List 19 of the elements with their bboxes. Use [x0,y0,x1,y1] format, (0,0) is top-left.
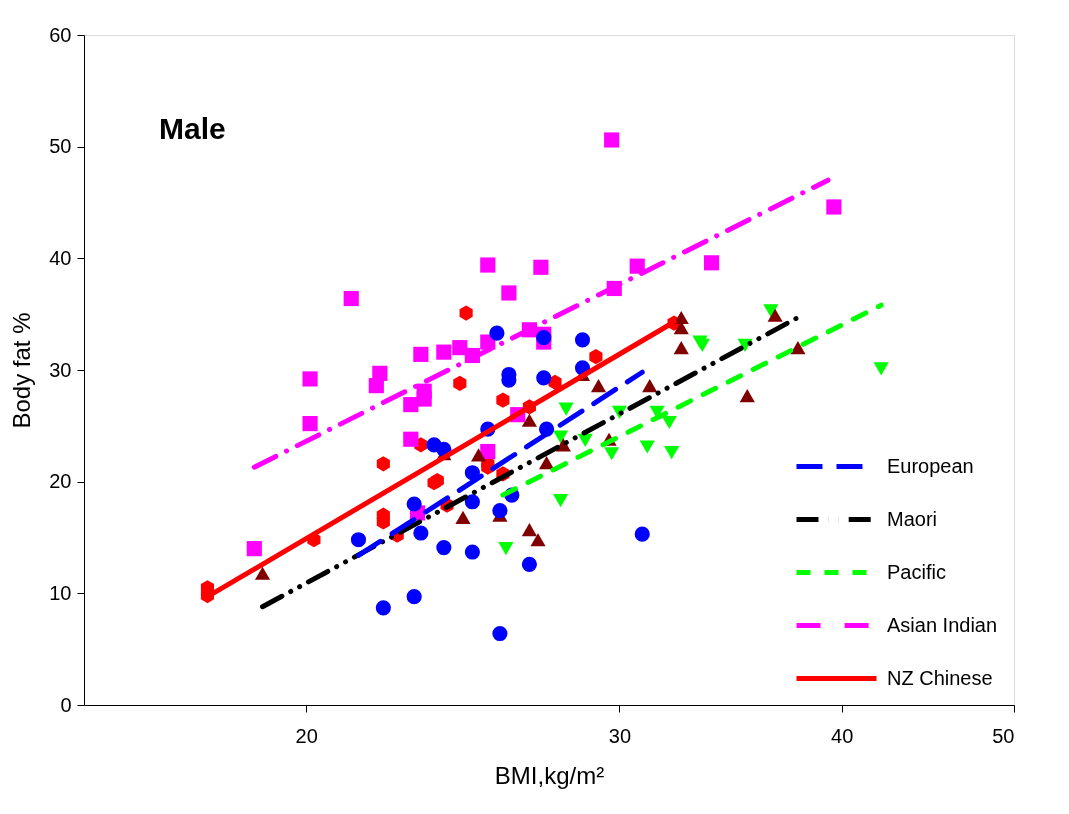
y-tick-label: 10 [49,581,72,604]
y-tick-label: 60 [49,23,72,46]
y-axis-title: Body fat % [8,312,36,429]
y-tick-label: 0 [60,693,72,716]
legend-label: NZ Chinese [887,666,993,689]
y-tick-label: 30 [49,358,72,381]
text: Male [159,112,226,145]
legend-label: Pacific [887,560,946,583]
y-tick-label: 50 [49,135,72,158]
y-tick-label: 40 [49,246,72,269]
x-tick-label: 50 [992,724,1015,747]
legend-label: European [887,454,974,477]
y-tick-label: 20 [49,470,72,493]
legend-label: Asian Indian [887,613,998,636]
x-tick-label: 20 [295,724,318,747]
x-tick-label: 30 [608,724,632,747]
x-axis-title: BMI,kg/m² [494,761,605,789]
x-tick-label: 40 [831,724,854,747]
legend-label: Maori [887,507,938,530]
